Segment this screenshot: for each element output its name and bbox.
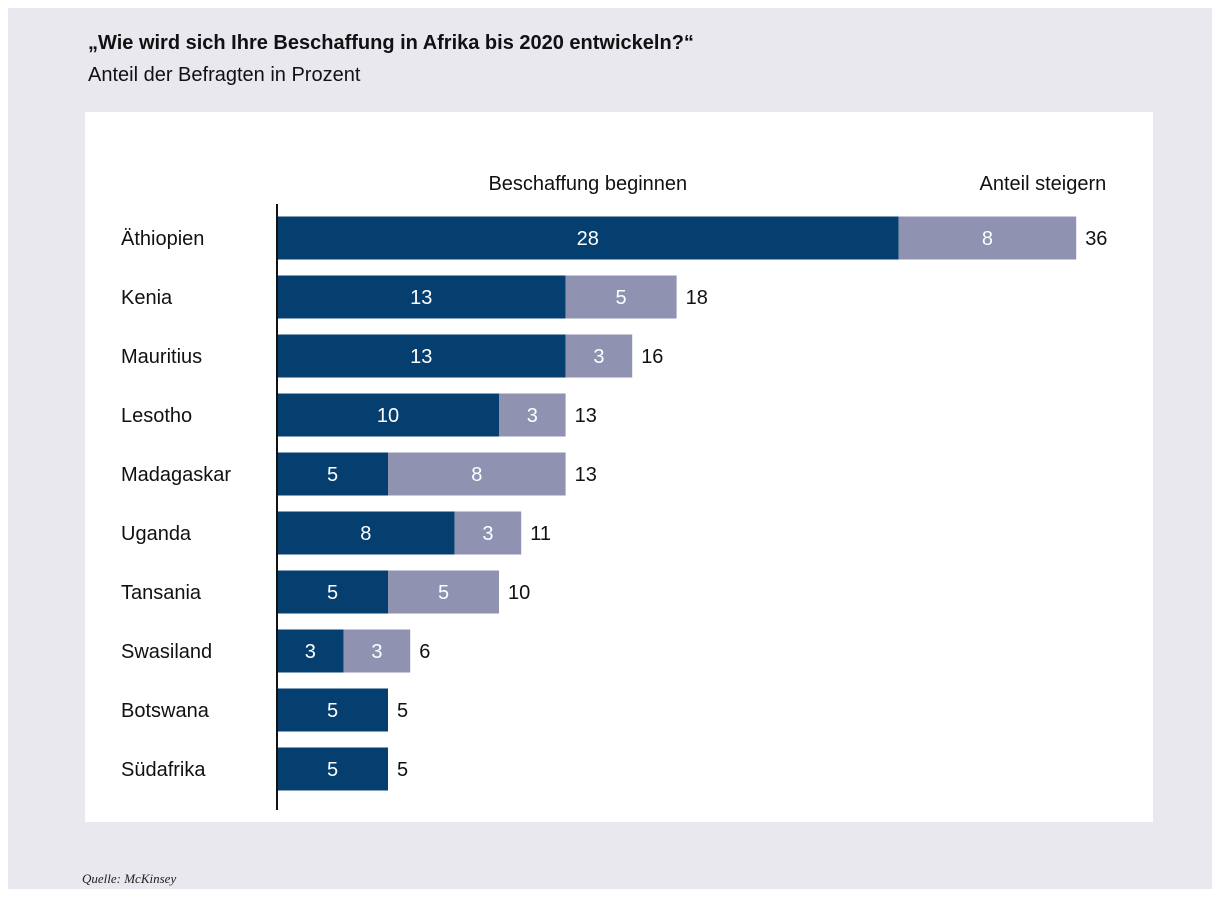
bar-value-label: 5 [327, 582, 338, 604]
total-value-label: 18 [686, 287, 708, 309]
bar-segment-beschaffung-beginnen [277, 393, 499, 437]
bar-value-label: 10 [377, 405, 399, 427]
total-value-label: 6 [419, 641, 430, 663]
bar-value-label: 5 [327, 759, 338, 781]
total-value-label: 5 [397, 759, 408, 781]
bar-segment-anteil-steigern [565, 334, 633, 378]
chart-panel: Beschaffung beginnen Anteil steigern Äthio… [85, 112, 1153, 822]
category-label: Lesotho [121, 405, 192, 427]
total-value-label: 5 [397, 700, 408, 722]
total-value-label: 36 [1085, 228, 1107, 250]
category-label: Uganda [121, 523, 192, 545]
bar-segment-anteil-steigern [343, 629, 411, 673]
bar-value-label: 3 [527, 405, 538, 427]
bar-segment-beschaffung-beginnen [277, 216, 899, 260]
bar-value-label: 3 [482, 523, 493, 545]
legend-label-anteil-steigern: Anteil steigern [980, 173, 1107, 195]
total-value-label: 10 [508, 582, 530, 604]
bar-value-label: 5 [327, 700, 338, 722]
total-value-label: 13 [575, 464, 597, 486]
bar-value-label: 5 [616, 287, 627, 309]
bar-value-label: 5 [438, 582, 449, 604]
total-value-label: 11 [530, 523, 551, 545]
bar-value-label: 3 [593, 346, 604, 368]
bar-value-label: 8 [982, 228, 993, 250]
bar-segment-beschaffung-beginnen [277, 275, 566, 319]
bar-segment-beschaffung-beginnen [277, 334, 566, 378]
chart-title: „Wie wird sich Ihre Beschaffung in Afrik… [88, 32, 694, 54]
category-label: Swasiland [121, 641, 212, 663]
bar-segment-beschaffung-beginnen [277, 747, 388, 791]
category-label: Madagaskar [121, 464, 231, 486]
category-label: Botswana [121, 700, 210, 722]
bar-segment-beschaffung-beginnen [277, 688, 388, 732]
source-note: Quelle: McKinsey [82, 871, 177, 886]
bar-value-label: 5 [327, 464, 338, 486]
bar-segment-anteil-steigern [388, 452, 566, 496]
bar-segment-anteil-steigern [565, 275, 677, 319]
bar-segment-anteil-steigern [388, 570, 499, 614]
chart-subtitle: Anteil der Befragten in Prozent [88, 64, 361, 86]
bar-value-label: 13 [410, 287, 432, 309]
legend-label-beschaffung-beginnen: Beschaffung beginnen [488, 173, 687, 195]
bar-value-label: 8 [360, 523, 371, 545]
bar-segment-beschaffung-beginnen [277, 452, 388, 496]
bar-segment-beschaffung-beginnen [277, 570, 388, 614]
bar-value-label: 8 [471, 464, 482, 486]
category-label: Tansania [121, 582, 202, 604]
bar-segment-anteil-steigern [499, 393, 566, 437]
bar-value-label: 28 [577, 228, 599, 250]
category-label: Mauritius [121, 346, 202, 368]
bar-segment-anteil-steigern [898, 216, 1077, 260]
bar-segment-beschaffung-beginnen [277, 629, 344, 673]
bar-segment-anteil-steigern [454, 511, 522, 555]
bar-segment-beschaffung-beginnen [277, 511, 455, 555]
bar-value-label: 3 [371, 641, 382, 663]
chart-background: „Wie wird sich Ihre Beschaffung in Afrik… [8, 8, 1212, 889]
total-value-label: 13 [575, 405, 597, 427]
category-label: Kenia [121, 287, 173, 309]
category-label: Südafrika [121, 759, 206, 781]
total-value-label: 16 [641, 346, 663, 368]
bar-value-label: 13 [410, 346, 432, 368]
category-label: Äthiopien [121, 228, 204, 250]
bar-chart: Beschaffung beginnen Anteil steigern Äthio… [121, 173, 1107, 810]
bar-value-label: 3 [305, 641, 316, 663]
